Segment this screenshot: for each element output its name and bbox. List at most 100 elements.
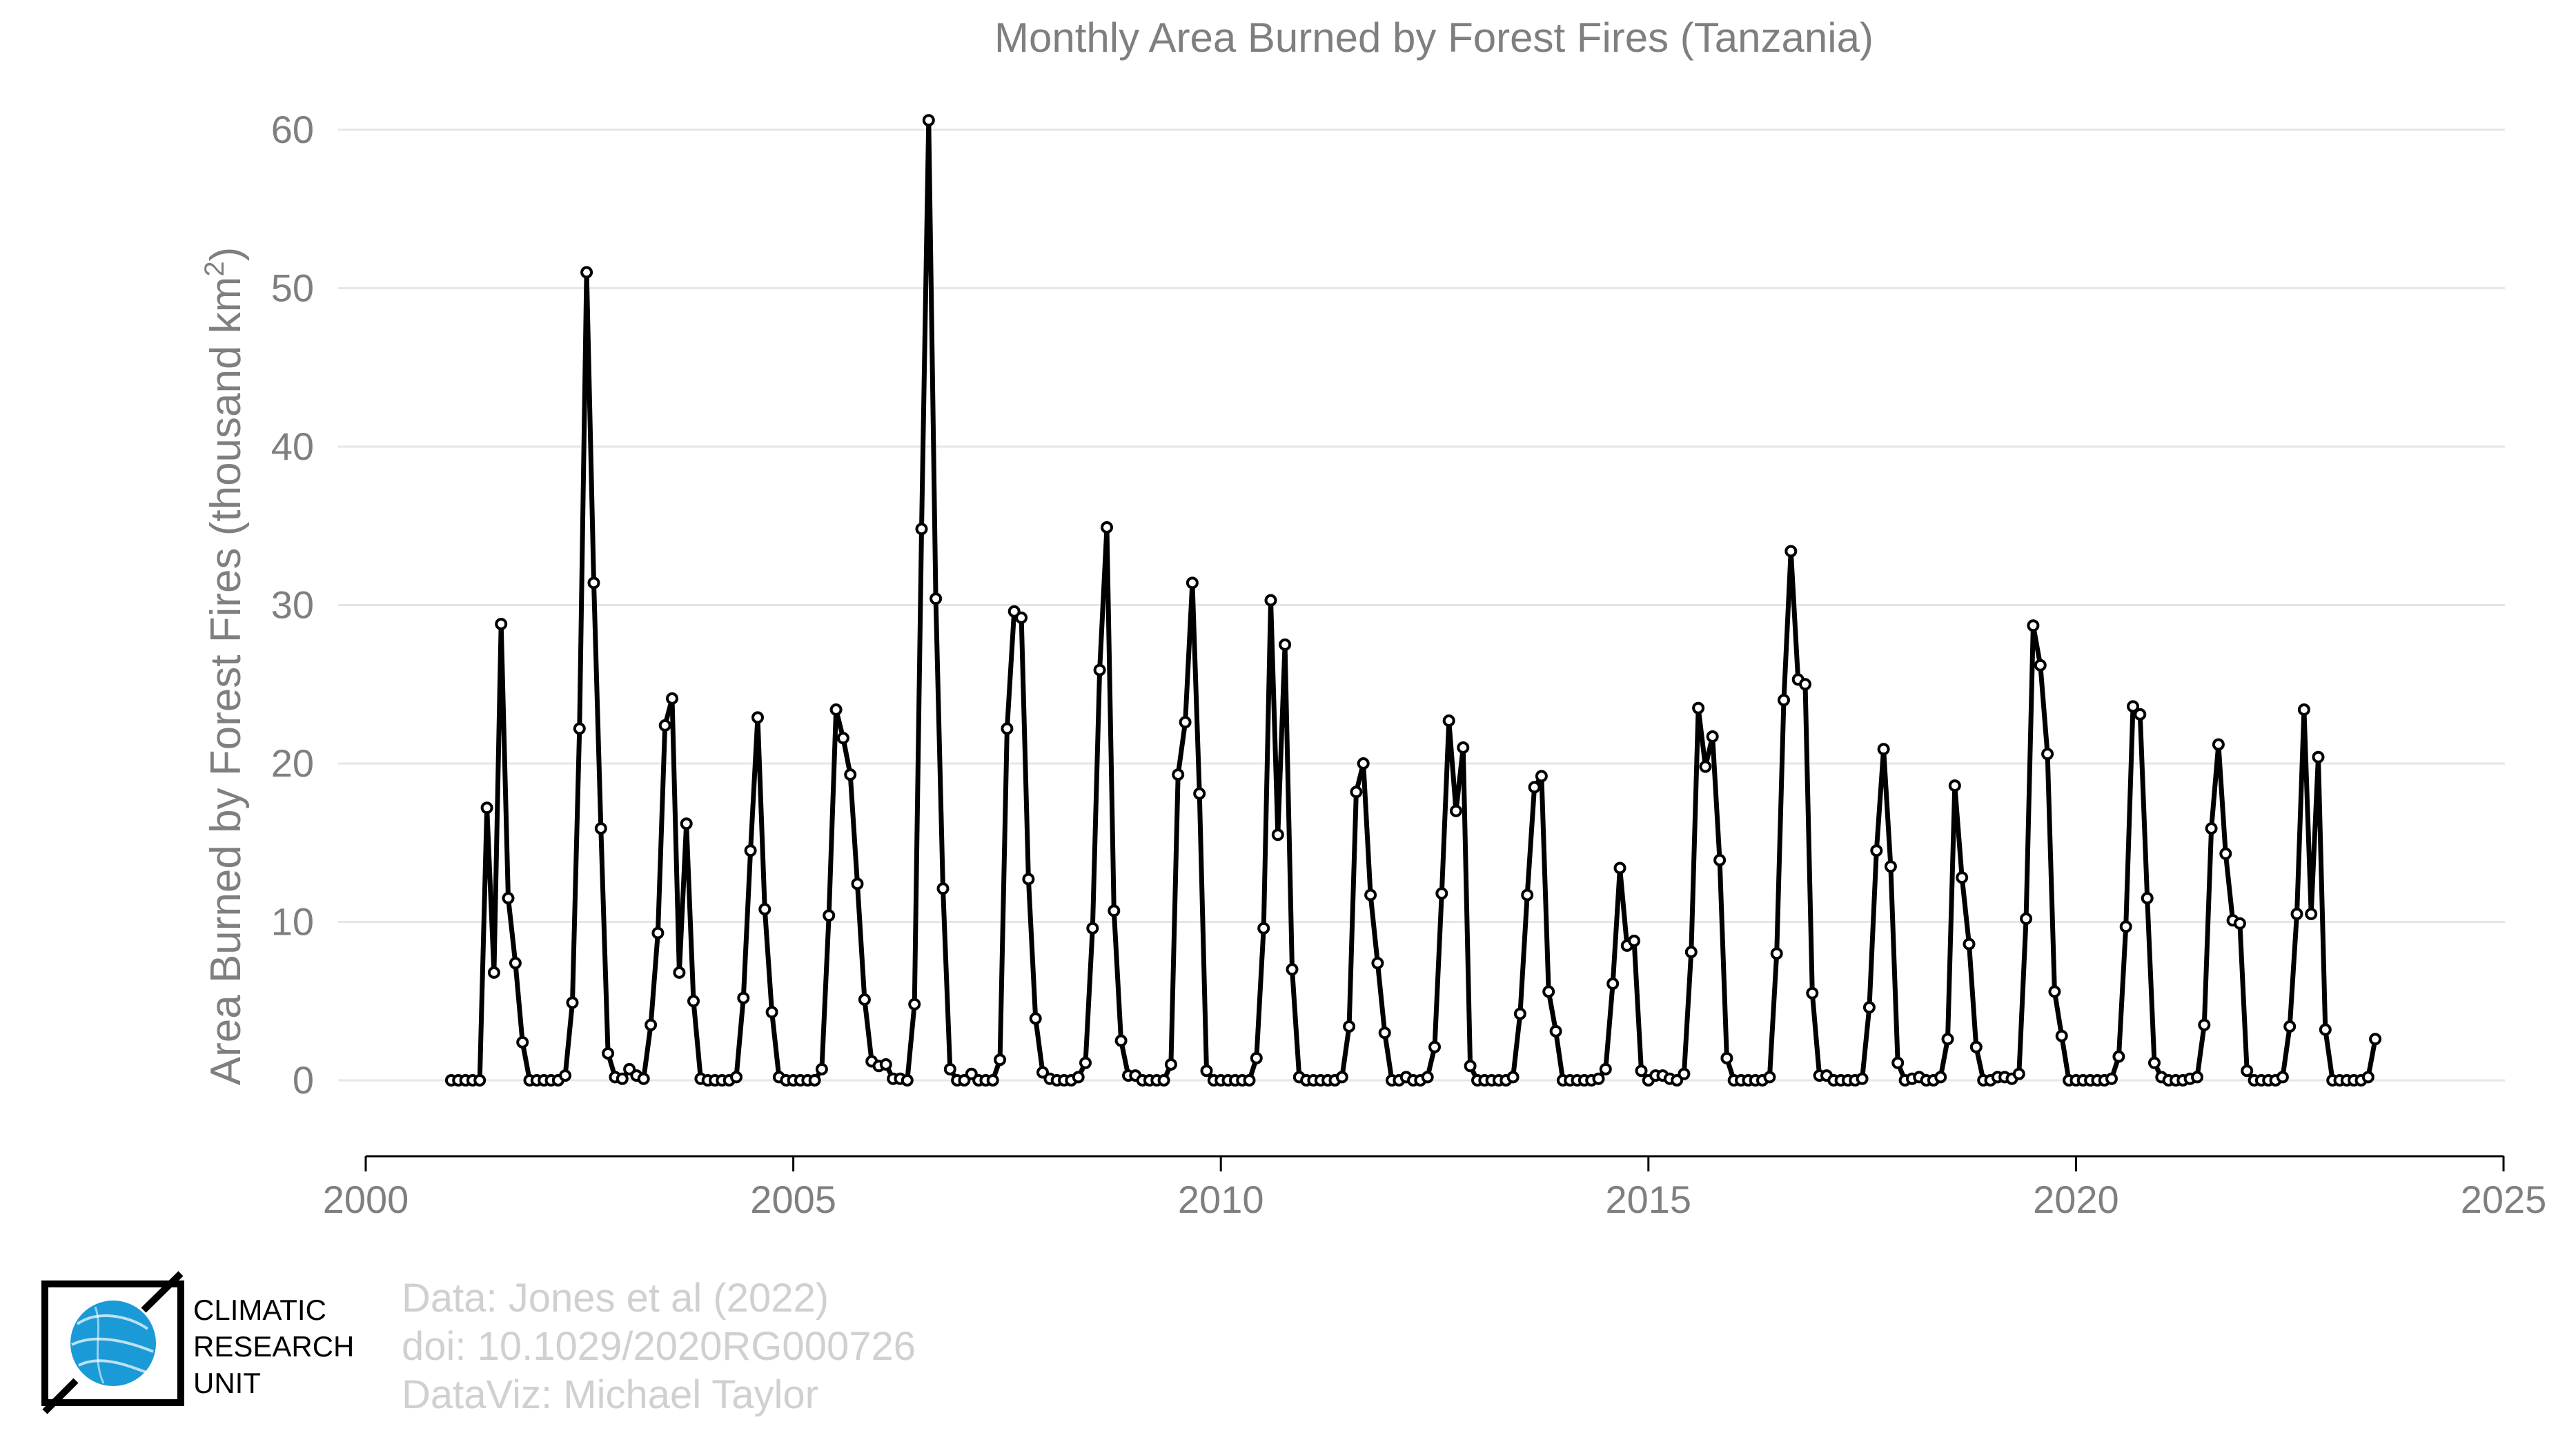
data-point-4 [473,1074,486,1087]
data-point-88 [1072,1071,1085,1084]
data-point-131 [1378,1026,1391,1040]
data-point-29 [651,926,665,939]
logo-text-unit: UNIT [193,1367,261,1399]
series-monthly-area-burned [444,114,2382,1087]
data-point-127 [1350,786,1363,799]
data-point-18 [573,722,586,735]
data-point-155 [1549,1024,1562,1038]
data-point-68 [930,592,943,605]
data-point-24 [616,1072,629,1085]
data-point-69 [936,882,950,895]
data-point-203 [1891,1056,1905,1069]
data-point-45 [765,1006,778,1019]
data-point-53 [823,909,836,922]
data-point-7 [495,618,508,630]
logo-bracket-right [84,1280,184,1406]
data-point-130 [1371,957,1384,970]
data-point-261 [2305,908,2318,920]
data-point-262 [2312,750,2325,763]
data-point-67 [922,114,935,127]
data-point-163 [1606,977,1620,990]
data-point-149 [1506,1071,1520,1084]
data-point-238 [2141,892,2154,905]
data-point-269 [2361,1071,2375,1084]
y-tick-label-60: 60 [271,108,314,151]
data-point-77 [994,1053,1007,1067]
data-point-223 [2034,659,2047,672]
globe-swirl-4 [94,1306,105,1384]
y-tick-label-0: 0 [293,1058,314,1102]
x-axis: 2000 2005 2010 2015 2020 2025 [323,1155,2547,1221]
data-point-257 [2276,1071,2289,1084]
y-tick-label-30: 30 [271,583,314,627]
data-point-30 [658,719,671,732]
y-tick-label-40: 40 [271,425,314,468]
data-point-9 [509,957,522,970]
data-point-258 [2283,1020,2297,1033]
data-point-40 [730,1071,743,1084]
data-point-210 [1941,1033,1954,1046]
credit-dataviz: DataViz: Michael Taylor [402,1372,818,1417]
data-point-213 [1963,937,1976,951]
data-point-252 [2241,1064,2254,1078]
data-point-114 [1257,922,1270,935]
data-point-142 [1457,741,1470,754]
data-point-199 [1862,1001,1876,1014]
data-point-270 [2369,1033,2382,1046]
data-point-58 [858,993,871,1006]
logo-text-research: RESEARCH [193,1330,354,1363]
data-point-89 [1079,1056,1092,1069]
data-point-43 [751,711,764,724]
data-point-91 [1093,663,1106,676]
data-point-221 [2020,912,2033,925]
data-point-236 [2127,700,2139,713]
data-point-16 [559,1069,572,1082]
data-point-161 [1592,1072,1605,1085]
globe-icon [70,1301,156,1386]
data-point-90 [1086,922,1099,935]
data-point-56 [844,768,857,781]
data-point-220 [2012,1067,2025,1080]
data-point-139 [1435,887,1448,900]
data-point-80 [1015,611,1028,624]
credits: Data: Jones et al (2022) doi: 10.1029/20… [402,1276,916,1417]
data-point-249 [2219,847,2232,860]
data-point-6 [487,966,500,979]
data-point-112 [1243,1074,1256,1087]
data-point-115 [1264,594,1277,607]
data-point-100 [1157,1074,1170,1087]
credit-doi: doi: 10.1029/2020RG000726 [402,1324,916,1369]
data-point-82 [1029,1012,1042,1025]
data-point-129 [1364,888,1377,902]
data-point-177 [1706,730,1719,743]
data-point-93 [1108,904,1121,917]
y-tick-label-20: 20 [271,741,314,785]
cru-logo: CLIMATIC RESEARCH UNIT [41,1271,354,1414]
data-point-42 [744,844,757,857]
data-point-209 [1934,1071,1947,1084]
data-point-70 [943,1062,956,1075]
data-point-212 [1956,871,1969,884]
x-tick-label-2025: 2025 [2461,1178,2547,1221]
gridlines [338,128,2505,1082]
data-point-214 [1969,1040,1983,1053]
data-point-176 [1699,760,1712,773]
data-point-185 [1763,1071,1776,1084]
data-point-245 [2191,1071,2203,1084]
credit-data-source: Data: Jones et al (2022) [402,1276,829,1321]
data-point-32 [673,966,686,979]
data-point-116 [1271,828,1284,841]
data-point-239 [2148,1056,2161,1069]
data-point-222 [2027,619,2040,632]
data-point-237 [2134,708,2147,721]
data-point-150 [1513,1007,1526,1020]
data-point-104 [1186,576,1199,590]
data-point-101 [1164,1058,1177,1071]
data-point-57 [851,877,864,890]
logo-text-climatic: CLIMATIC [193,1294,326,1326]
data-point-19 [580,266,593,279]
y-axis-label-close: ) [202,247,250,262]
data-point-78 [1001,722,1014,735]
x-tick-label-2000: 2000 [323,1178,409,1221]
data-point-164 [1613,861,1626,875]
